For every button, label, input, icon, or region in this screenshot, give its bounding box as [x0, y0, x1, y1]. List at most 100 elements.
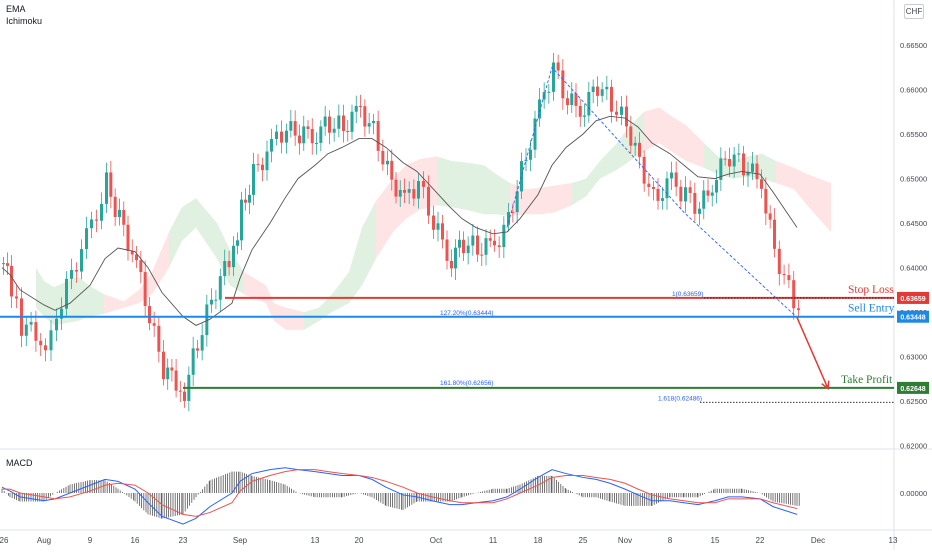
y-tick-label: 0.63000: [900, 353, 927, 362]
sell-entry-label: Sell Entry: [848, 303, 895, 315]
take-profit-price-badge-text: 0.62648: [900, 386, 925, 393]
candle-body: [684, 187, 687, 202]
x-tick-label: 25: [579, 536, 588, 545]
indicator-label-ema[interactable]: EMA: [6, 4, 26, 14]
projection-arrow-head: [821, 380, 830, 391]
candle-body: [332, 128, 336, 133]
ichimoku-cloud-segment: [89, 285, 104, 317]
candle-body: [148, 306, 151, 324]
candle-body: [100, 203, 103, 221]
candle-body: [638, 142, 641, 157]
candle-body: [34, 322, 38, 341]
ichimoku-cloud-segment: [36, 267, 44, 317]
candle-body: [480, 254, 484, 256]
candle-body: [797, 308, 800, 311]
fib-level-label: 127.20%(0.63444): [440, 310, 494, 317]
candle-body: [200, 335, 204, 351]
candle-body: [436, 223, 440, 230]
candle-body: [698, 208, 701, 214]
candle-body: [462, 239, 465, 254]
candle-body: [256, 164, 260, 166]
candle-body: [49, 330, 53, 351]
fib-level-label: 1.618(0.62486): [658, 395, 702, 402]
candle-body: [6, 263, 9, 266]
indicator-label-ichimoku[interactable]: Ichimoku: [6, 16, 43, 26]
candle-body: [328, 116, 331, 133]
candle-body: [289, 121, 293, 131]
ichimoku-cloud-segment: [617, 125, 630, 170]
candle-body: [248, 194, 251, 203]
ichimoku-cloud-segment: [554, 183, 572, 213]
currency-badge[interactable]: CHF: [904, 4, 924, 19]
stop-loss-price-badge-text: 0.63659: [900, 296, 925, 303]
candle-body: [60, 308, 63, 319]
candle-body: [773, 219, 776, 249]
ichimoku-cloud-segment: [776, 160, 794, 190]
macd-y-tick-label: 0.00000: [900, 489, 927, 498]
candle-body: [445, 239, 449, 261]
ichimoku-cloud-segment: [362, 200, 376, 286]
candle-body: [205, 304, 209, 336]
macd-label[interactable]: MACD: [6, 458, 33, 468]
candle-body: [507, 212, 510, 225]
candle-body: [386, 160, 389, 165]
y-tick-label: 0.62500: [900, 397, 927, 406]
candle-body: [454, 247, 457, 269]
candle-body: [170, 367, 174, 371]
candle-body: [476, 235, 479, 255]
x-tick-label: Dec: [811, 536, 825, 545]
candle-body: [665, 178, 669, 199]
y-tick-label: 0.65000: [900, 175, 927, 184]
candle-body: [157, 325, 161, 352]
y-tick-label: 0.64000: [900, 264, 927, 273]
candle-body: [359, 105, 362, 107]
ichimoku-cloud-segment: [286, 307, 304, 330]
fib-level-label: 1(0.63659): [672, 291, 703, 298]
y-tick-label: 0.65500: [900, 130, 927, 139]
candle-body: [293, 121, 297, 136]
ichimoku-cloud-segment: [600, 143, 617, 179]
candle-body: [458, 239, 461, 248]
candle-body: [792, 280, 796, 309]
candle-body: [764, 188, 768, 214]
candle-body: [610, 86, 613, 112]
candle-body: [126, 224, 130, 251]
candle-body: [552, 62, 555, 92]
candle-body: [342, 115, 345, 131]
candle-body: [105, 172, 108, 204]
ichimoku-cloud-segment: [686, 125, 704, 168]
candle-body: [533, 118, 537, 150]
stop-loss-price-badge: [897, 291, 929, 304]
x-tick-label: 23: [179, 536, 188, 545]
ema-line: [1, 115, 798, 326]
ichimoku-cloud-segment: [304, 307, 319, 330]
ichimoku-cloud-segment: [182, 198, 196, 241]
projection-arrow-line: [796, 317, 829, 389]
candle-body: [511, 212, 515, 214]
candle-body: [227, 260, 231, 268]
ichimoku-cloud-segment: [484, 165, 496, 215]
candle-body: [471, 235, 475, 246]
candle-body: [556, 62, 560, 71]
candle-body: [679, 186, 683, 202]
sell-entry-price-badge: [897, 310, 929, 323]
candle-body: [615, 111, 618, 115]
candle-body: [656, 188, 660, 201]
candle-body: [240, 199, 243, 241]
candle-body: [80, 249, 83, 272]
candle-body: [538, 99, 541, 119]
candle-body: [484, 238, 488, 255]
candle-body: [214, 299, 218, 301]
x-tick-label: 15: [711, 536, 720, 545]
candle-body: [298, 135, 301, 144]
candle-body: [350, 111, 354, 132]
candle-body: [661, 198, 664, 201]
candle-body: [502, 224, 506, 248]
candle-body: [354, 105, 358, 112]
candle-body: [715, 179, 718, 193]
candle-body: [191, 348, 195, 375]
macd-line: [1, 467, 798, 525]
ichimoku-cloud-segment: [762, 153, 776, 184]
